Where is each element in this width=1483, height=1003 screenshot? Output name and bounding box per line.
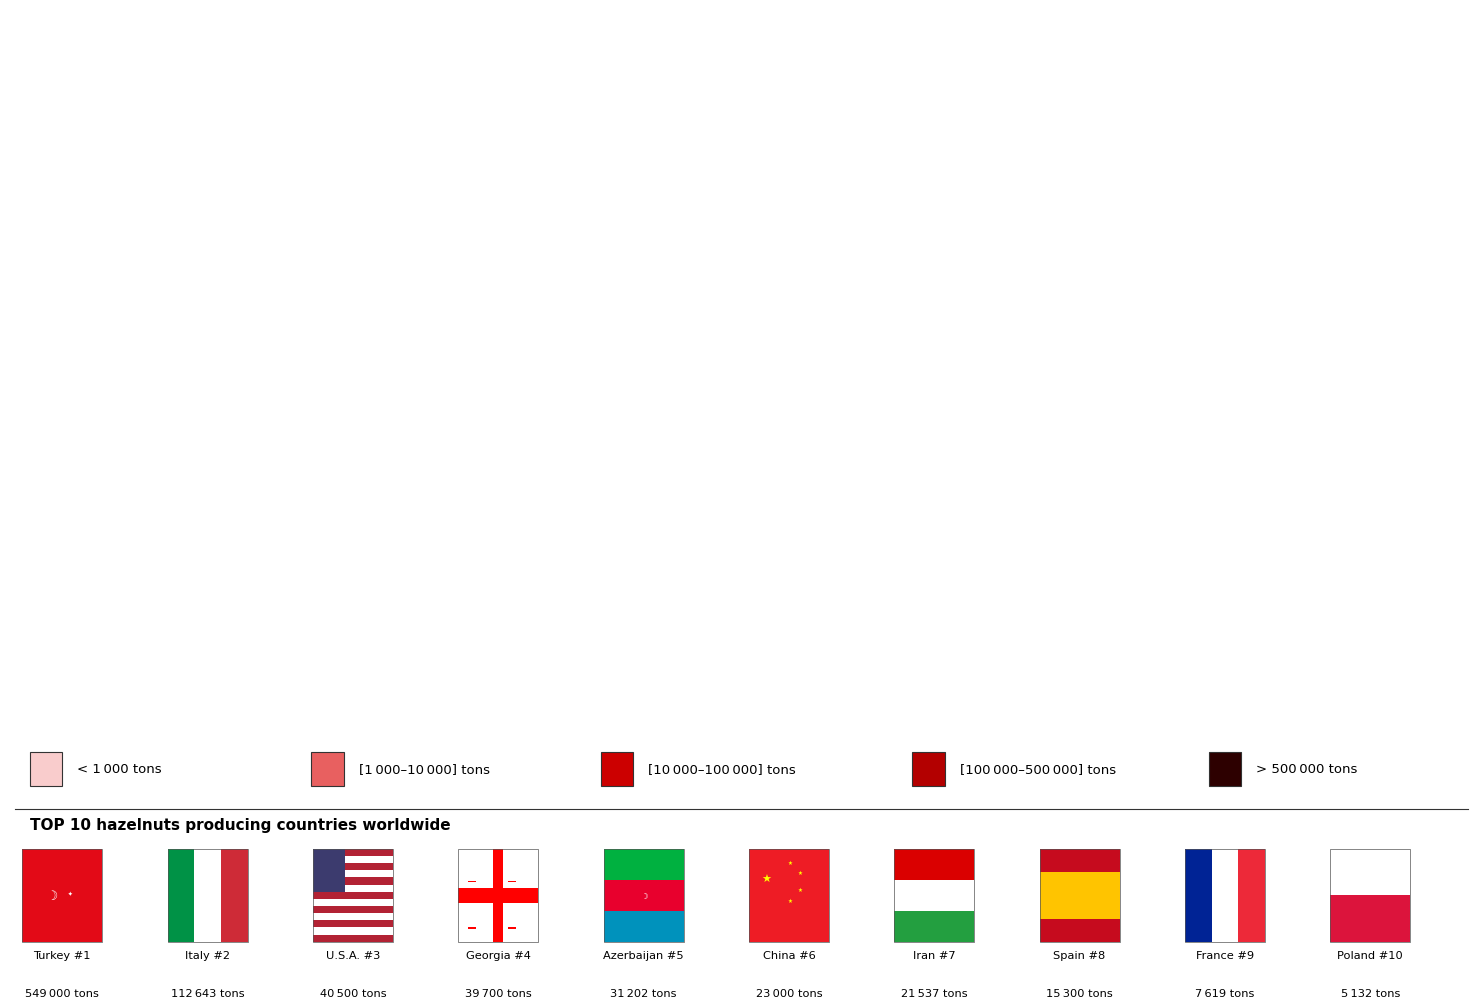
Text: Poland #10: Poland #10	[1338, 950, 1403, 960]
FancyBboxPatch shape	[313, 914, 393, 921]
Text: TOP 10 hazelnuts producing countries worldwide: TOP 10 hazelnuts producing countries wor…	[30, 816, 451, 831]
Text: U.S.A. #3: U.S.A. #3	[326, 950, 380, 960]
FancyBboxPatch shape	[1040, 872, 1120, 919]
Text: Spain #8: Spain #8	[1053, 950, 1106, 960]
Text: 39 700 tons: 39 700 tons	[464, 988, 532, 998]
Text: 21 537 tons: 21 537 tons	[902, 988, 967, 998]
Text: [10 000–100 000] tons: [10 000–100 000] tons	[648, 762, 796, 775]
FancyBboxPatch shape	[313, 928, 393, 935]
FancyBboxPatch shape	[168, 849, 194, 942]
FancyBboxPatch shape	[604, 849, 684, 880]
FancyBboxPatch shape	[22, 849, 102, 942]
Text: 40 500 tons: 40 500 tons	[320, 988, 386, 998]
FancyBboxPatch shape	[604, 911, 684, 942]
Text: 15 300 tons: 15 300 tons	[1046, 988, 1114, 998]
FancyBboxPatch shape	[467, 927, 476, 929]
FancyBboxPatch shape	[507, 881, 516, 882]
FancyBboxPatch shape	[311, 752, 344, 786]
Text: Georgia #4: Georgia #4	[466, 950, 531, 960]
FancyBboxPatch shape	[1185, 849, 1212, 942]
FancyBboxPatch shape	[604, 880, 684, 911]
FancyBboxPatch shape	[458, 888, 538, 903]
Text: 23 000 tons: 23 000 tons	[756, 988, 822, 998]
FancyBboxPatch shape	[1209, 752, 1241, 786]
FancyBboxPatch shape	[194, 849, 221, 942]
FancyBboxPatch shape	[313, 849, 346, 892]
FancyBboxPatch shape	[749, 849, 829, 942]
FancyBboxPatch shape	[313, 871, 393, 878]
FancyBboxPatch shape	[507, 927, 516, 929]
Text: Italy #2: Italy #2	[185, 950, 230, 960]
Text: Iran #7: Iran #7	[914, 950, 955, 960]
Text: Azerbaijan #5: Azerbaijan #5	[604, 950, 684, 960]
FancyBboxPatch shape	[494, 849, 503, 942]
Text: 5 132 tons: 5 132 tons	[1341, 988, 1400, 998]
Text: 112 643 tons: 112 643 tons	[171, 988, 245, 998]
Text: France #9: France #9	[1195, 950, 1255, 960]
Text: ★: ★	[787, 899, 793, 904]
FancyBboxPatch shape	[467, 881, 476, 882]
Text: < 1 000 tons: < 1 000 tons	[77, 762, 162, 775]
FancyBboxPatch shape	[912, 752, 945, 786]
Text: 31 202 tons: 31 202 tons	[611, 988, 676, 998]
Text: [100 000–500 000] tons: [100 000–500 000] tons	[960, 762, 1115, 775]
FancyBboxPatch shape	[894, 849, 974, 880]
FancyBboxPatch shape	[1330, 896, 1410, 942]
Text: > 500 000 tons: > 500 000 tons	[1256, 762, 1357, 775]
FancyBboxPatch shape	[458, 849, 538, 942]
FancyBboxPatch shape	[1212, 849, 1238, 942]
Text: 7 619 tons: 7 619 tons	[1195, 988, 1255, 998]
FancyBboxPatch shape	[1330, 849, 1410, 896]
Text: [1 000–10 000] tons: [1 000–10 000] tons	[359, 762, 489, 775]
FancyBboxPatch shape	[30, 752, 62, 786]
Text: ☽: ☽	[639, 891, 648, 900]
FancyBboxPatch shape	[894, 880, 974, 911]
Text: 549 000 tons: 549 000 tons	[25, 988, 99, 998]
FancyBboxPatch shape	[313, 885, 393, 892]
FancyBboxPatch shape	[313, 899, 393, 906]
Text: ★: ★	[798, 888, 802, 893]
Text: China #6: China #6	[762, 950, 816, 960]
Text: ☽: ☽	[47, 889, 58, 902]
FancyBboxPatch shape	[1040, 849, 1120, 942]
FancyBboxPatch shape	[313, 849, 393, 942]
Text: Turkey #1: Turkey #1	[34, 950, 90, 960]
Text: ★: ★	[798, 871, 802, 876]
Text: ✦: ✦	[68, 891, 73, 896]
FancyBboxPatch shape	[313, 856, 393, 864]
FancyBboxPatch shape	[894, 911, 974, 942]
Text: ★: ★	[787, 861, 793, 866]
FancyBboxPatch shape	[221, 849, 248, 942]
FancyBboxPatch shape	[601, 752, 633, 786]
FancyBboxPatch shape	[1238, 849, 1265, 942]
Text: ★: ★	[762, 875, 771, 885]
FancyBboxPatch shape	[313, 842, 393, 849]
